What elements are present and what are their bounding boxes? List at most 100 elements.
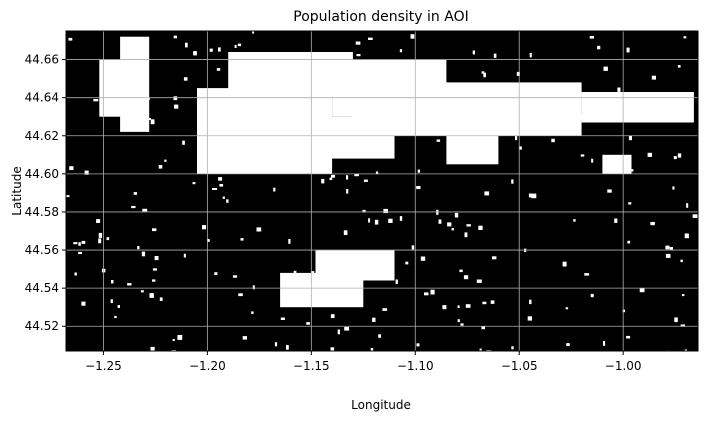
populated-pixel [359,270,365,274]
populated-pixel [193,51,197,56]
populated-pixel [589,36,594,39]
populated-pixel [106,237,110,241]
populated-pixel [551,138,555,143]
populated-pixel [73,242,78,245]
populated-pixel [356,277,359,281]
populated-pixel [354,71,359,76]
populated-pixel [81,301,86,306]
populated-pixel [343,82,347,86]
populated-pixel [482,301,487,305]
populated-pixel [411,245,415,250]
populated-pixel [682,294,685,297]
populated-pixel [81,240,86,244]
populated-pixel [385,108,389,113]
populated-pixel [527,316,532,321]
populated-pixel [218,47,221,52]
x-axis-ticks: −1.25 −1.20 −1.15 −1.10 −1.05 −1.00 [85,351,642,373]
populated-pixel [628,202,632,205]
populated-pixel [78,242,81,246]
populated-pixel [416,343,420,347]
populated-pixel [173,96,178,101]
populated-pixel [666,350,670,354]
populated-pixel [488,350,492,354]
populated-pixel [222,109,225,112]
populated-pixel [146,117,151,120]
populated-pixel [647,152,652,157]
populated-pixel [580,154,585,157]
populated-pixel [370,348,374,353]
populated-pixel [666,109,669,112]
populated-pixel [354,173,359,177]
populated-pixel [511,346,514,350]
populated-pixel [343,230,348,235]
populated-pixel [152,228,157,232]
populated-pixel [651,75,656,80]
populated-pixel [622,309,625,313]
populated-pixel [495,119,501,123]
populated-pixel [321,178,325,184]
populated-pixel [154,256,159,261]
populated-pixel [159,297,163,301]
populated-pixel [519,146,522,150]
populated-pixel [399,49,403,53]
populated-pixel [249,152,253,157]
populated-pixel [454,212,459,218]
populated-pixel [222,196,225,199]
populated-pixel [588,113,592,117]
populated-pixel [457,305,460,308]
y-tick-label: 44.64 [25,91,59,105]
populated-pixel [114,315,117,319]
populated-pixel [640,110,643,113]
populated-pixel [627,240,631,244]
populated-pixel [114,69,117,72]
populated-pixel [508,106,512,110]
populated-pixel [133,192,137,195]
populated-pixel [356,54,361,57]
populated-pixel [447,222,452,227]
populated-pixel [451,228,454,231]
populated-pixel [420,256,426,261]
y-axis-ticks: 44.52 44.54 44.56 44.58 44.60 44.62 44.64 44.66 [25,53,66,333]
populated-pixel [463,275,469,280]
populated-pixel [273,187,276,192]
populated-pixel [622,156,626,161]
populated-pixel [410,34,415,39]
y-tick-label: 44.58 [25,205,59,219]
populated-pixel [339,136,345,141]
populated-pixel [158,165,163,169]
populated-pixel [173,35,177,39]
populated-pixel [672,186,675,190]
populated-pixel [363,179,368,182]
populated-pixel [177,335,183,340]
populated-pixel [150,346,155,352]
populated-pixel [202,225,207,230]
y-axis-label: Latitude [10,166,24,215]
gridlines [66,31,698,351]
populated-pixel [686,203,689,208]
y-tick-label: 44.56 [25,243,59,257]
populated-pixel [311,271,315,276]
populated-pixel [416,186,421,190]
populated-pixel [692,214,698,218]
populated-pixel [150,119,155,125]
populated-pixel [304,55,310,61]
populated-pixel [171,350,177,355]
populated-pixel [611,168,614,172]
populated-pixel [430,289,435,295]
populated-pixel [380,126,385,131]
populated-pixel [351,114,355,120]
populated-pixel [569,129,572,134]
populated-pixel [466,224,471,227]
populated-pixel [565,307,569,310]
populated-pixel [395,279,398,285]
x-tick-label: −1.05 [501,359,538,373]
populated-pixel [316,71,321,76]
populated-pixel [486,350,490,354]
populated-pixel [617,87,621,92]
populated-pixel [362,209,366,213]
populated-pixel [123,113,128,116]
populated-pixel [142,208,148,212]
populated-pixel [676,95,682,99]
populated-pixel [626,47,630,53]
